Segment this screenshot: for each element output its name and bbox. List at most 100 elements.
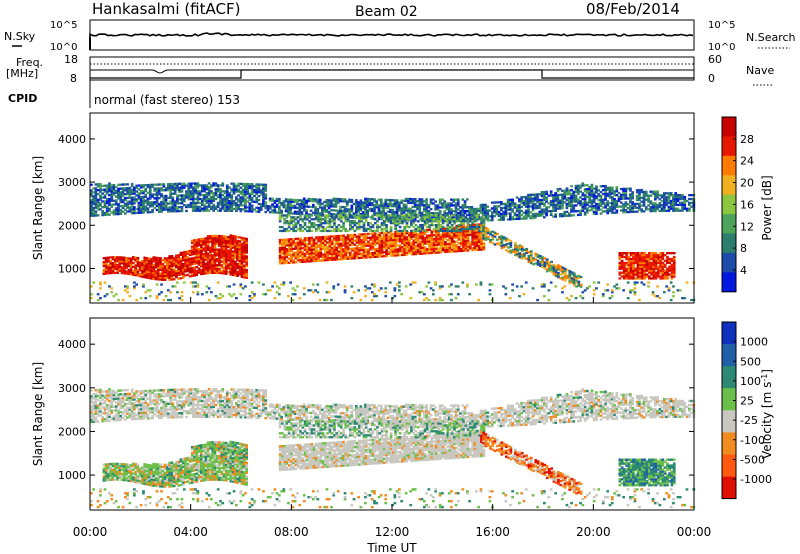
power-cell <box>412 222 416 225</box>
power-cell <box>241 184 245 187</box>
power-cell <box>660 203 664 207</box>
power-cell <box>472 209 476 213</box>
power-cell <box>214 205 218 208</box>
power-cell <box>119 195 123 198</box>
power-cell <box>620 187 623 191</box>
power-cell <box>518 209 521 213</box>
power-cell <box>432 230 436 233</box>
power-cell <box>198 201 202 205</box>
power-cell <box>213 263 217 267</box>
power-cell <box>206 270 210 273</box>
power-cell <box>429 208 433 211</box>
power-cell <box>522 203 526 207</box>
power-cell <box>497 212 501 216</box>
power-cell <box>395 205 399 208</box>
power-cell <box>333 216 336 219</box>
power-cell <box>222 235 226 238</box>
power-cell <box>230 198 234 201</box>
power-cell <box>495 207 499 210</box>
power-cell <box>394 224 397 227</box>
power-cell <box>330 243 334 246</box>
power-cell <box>549 200 553 203</box>
power-cell <box>420 213 424 217</box>
power-cell <box>145 260 149 264</box>
power-cell <box>222 258 226 261</box>
power-cell <box>197 251 201 255</box>
power-cell <box>488 215 492 218</box>
power-cell <box>281 250 284 253</box>
power-cell <box>177 260 180 263</box>
power-cell <box>515 217 519 221</box>
power-cell <box>412 249 416 252</box>
power-cell <box>454 214 458 217</box>
power-cell <box>238 271 242 274</box>
power-cell <box>289 210 292 213</box>
power-cell <box>411 217 415 220</box>
power-cell <box>107 270 110 273</box>
power-cell <box>250 200 254 203</box>
power-cell <box>238 246 242 249</box>
power-cell <box>296 216 300 219</box>
power-cell <box>362 216 366 219</box>
power-cell <box>207 201 211 204</box>
power-cell <box>586 184 589 187</box>
power-cell <box>577 213 580 217</box>
power-cell <box>672 194 675 197</box>
power-cell <box>169 208 172 211</box>
power-cell <box>441 229 445 233</box>
power-cell <box>189 182 193 185</box>
power-cell <box>583 213 587 216</box>
power-cell <box>416 203 419 207</box>
power-cell <box>620 201 623 204</box>
power-cell <box>660 207 664 211</box>
power-cell <box>326 216 329 219</box>
power-cell <box>309 198 313 201</box>
power-cell <box>92 214 95 217</box>
power-cell <box>245 274 248 277</box>
power-cell <box>592 207 596 210</box>
power-cell <box>111 271 115 275</box>
power-cell <box>444 250 447 254</box>
power-cell <box>90 214 93 217</box>
power-cell <box>237 182 240 185</box>
power-cell <box>159 259 162 262</box>
power-cell <box>171 198 175 201</box>
power-cell <box>175 262 178 265</box>
power-cell <box>371 242 375 245</box>
power-cell <box>432 220 436 223</box>
power-cell <box>173 210 177 213</box>
power-cell <box>308 242 311 245</box>
power-cell <box>171 210 175 213</box>
power-cell <box>330 256 334 259</box>
power-cell <box>245 268 248 272</box>
power-cell <box>432 241 436 245</box>
power-cell <box>227 237 230 241</box>
power-cell <box>190 249 194 252</box>
power-cell <box>315 229 318 233</box>
power-cell <box>622 191 625 194</box>
power-cell <box>339 207 342 210</box>
power-cell <box>554 209 557 212</box>
power-cell <box>398 209 401 212</box>
power-cell <box>545 270 549 273</box>
power-cell <box>102 268 106 272</box>
power-cell <box>218 256 221 259</box>
power-cell <box>94 189 98 192</box>
power-cell <box>349 220 352 223</box>
power-cell <box>385 224 388 227</box>
power-cell <box>524 195 528 199</box>
power-cell <box>450 202 453 205</box>
power-cell <box>218 271 221 275</box>
power-cell <box>554 213 557 216</box>
power-cell <box>194 207 197 210</box>
power-cell <box>346 255 350 258</box>
power-cell <box>209 260 212 263</box>
power-cell <box>545 190 548 193</box>
power-cell <box>586 209 589 212</box>
power-cell <box>186 256 190 259</box>
power-cell <box>244 186 247 190</box>
power-cell <box>135 207 138 211</box>
power-cell <box>443 210 446 213</box>
power-cell <box>317 249 320 253</box>
noise-right-tick-low: 10^0 <box>708 42 735 53</box>
